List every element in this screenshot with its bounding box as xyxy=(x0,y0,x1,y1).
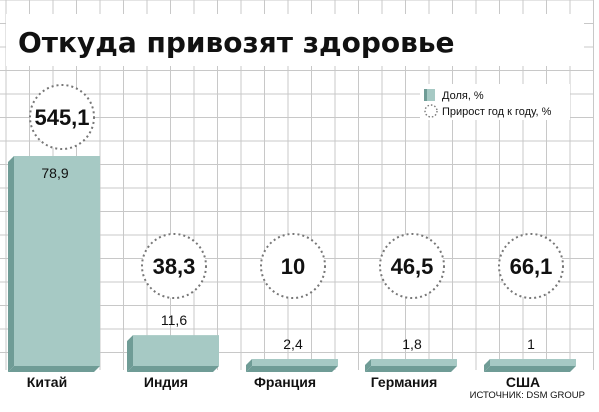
bars xyxy=(8,156,576,372)
bar-value-label: 78,9 xyxy=(41,165,68,181)
category-label: Германия xyxy=(371,374,438,390)
legend: Доля, % Прирост год к году, % xyxy=(420,84,570,120)
growth-circle xyxy=(260,233,326,299)
bar-side xyxy=(365,359,371,372)
bar-value-label: 1 xyxy=(527,336,535,352)
category-label: США xyxy=(506,374,540,390)
bar-side xyxy=(127,335,133,372)
growth-circles xyxy=(29,84,564,299)
bar-side xyxy=(8,156,14,372)
bar-base xyxy=(246,366,338,372)
bar xyxy=(252,359,338,366)
growth-circle xyxy=(379,233,445,299)
bar-base xyxy=(8,366,100,372)
category-label: Китай xyxy=(27,374,67,390)
growth-value-label: 46,5 xyxy=(391,254,434,279)
bar-value-label: 11,6 xyxy=(161,312,187,328)
legend-swatch-share xyxy=(424,89,435,101)
growth-value-label: 38,3 xyxy=(153,254,196,279)
growth-circle xyxy=(498,233,564,299)
bar-side xyxy=(246,359,252,372)
source-note: ИСТОЧНИК: DSM GROUP xyxy=(470,390,585,401)
legend-label-growth: Прирост год к году, % xyxy=(442,106,552,118)
bar-base xyxy=(127,366,219,372)
title-band xyxy=(6,14,584,66)
bar-value-label: 2,4 xyxy=(283,336,303,352)
chart-title: Откуда привозят здоровье xyxy=(18,26,455,59)
bar-side xyxy=(484,359,490,372)
bar-value-label: 1,8 xyxy=(402,336,422,352)
bar-base xyxy=(484,366,576,372)
growth-circle xyxy=(29,84,95,150)
bar xyxy=(14,156,100,366)
growth-circle xyxy=(141,233,207,299)
growth-value-label: 10 xyxy=(281,254,305,279)
growth-value-label: 545,1 xyxy=(34,105,89,130)
category-label: Франция xyxy=(254,374,316,390)
legend-background xyxy=(420,84,570,120)
legend-swatch-growth xyxy=(424,104,438,118)
bar xyxy=(371,359,457,366)
labels: 78,9 Китай 545,1 11,6 Индия 38,3 2,4 Франция 10 1… xyxy=(27,105,553,390)
growth-value-label: 66,1 xyxy=(510,254,553,279)
bar xyxy=(133,335,219,366)
bar-base xyxy=(365,366,457,372)
legend-label-share: Доля, % xyxy=(442,90,484,102)
bar xyxy=(490,359,576,366)
category-label: Индия xyxy=(144,374,188,390)
